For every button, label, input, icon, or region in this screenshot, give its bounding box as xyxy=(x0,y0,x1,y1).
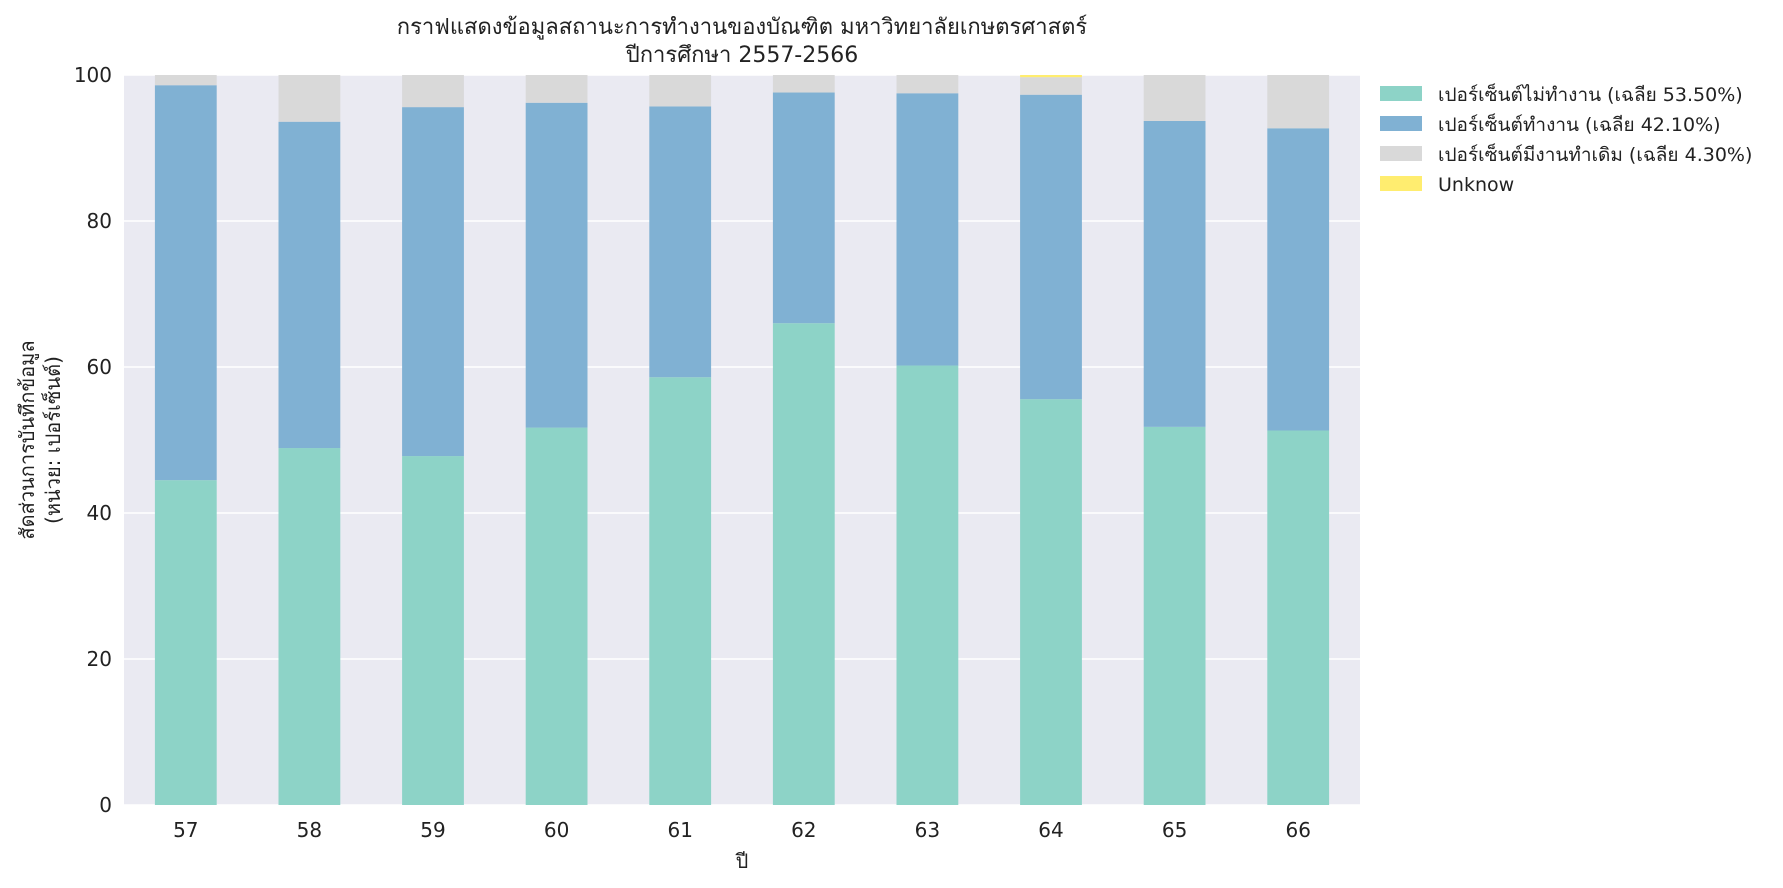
bar-segment-3-61 xyxy=(649,75,712,107)
bar-segment-1-65 xyxy=(1143,426,1206,805)
bar-segment-3-60 xyxy=(525,75,588,103)
chart-title: กราฟแสดงข้อมูลสถานะการทำงานของบัณฑิต มหา… xyxy=(397,15,1088,40)
bar-segment-1-64 xyxy=(1020,399,1082,805)
legend: เปอร์เซ็นต์ไม่ทำงาน (เฉลีย 53.50%) เปอร์เ… xyxy=(1380,82,1752,196)
x-tick-label: 65 xyxy=(1162,818,1187,842)
bar-segment-3-66 xyxy=(1267,75,1330,129)
bar-segment-3-62 xyxy=(772,75,835,93)
bar-segment-1-62 xyxy=(772,323,835,805)
y-tick-label: 60 xyxy=(87,355,112,379)
bar-segment-2-58 xyxy=(278,121,341,449)
bar-segment-1-58 xyxy=(278,448,341,805)
x-axis-ticks: 57 58 59 60 61 62 63 64 65 66 xyxy=(173,818,1311,842)
bar-segment-2-65 xyxy=(1143,120,1206,427)
y-axis-ticks: 0 20 40 60 80 100 xyxy=(74,63,112,817)
bar-segment-2-57 xyxy=(154,85,217,481)
x-tick-label: 61 xyxy=(667,818,692,842)
x-tick-label: 60 xyxy=(544,818,569,842)
x-tick-label: 62 xyxy=(791,818,816,842)
bar-segment-2-59 xyxy=(402,107,464,457)
x-axis-label: ปี xyxy=(735,849,748,873)
legend-label: เปอร์เซ็นต์ไม่ทำงาน (เฉลีย 53.50%) xyxy=(1438,82,1743,106)
bar-segment-2-66 xyxy=(1267,128,1330,431)
legend-swatch xyxy=(1380,176,1422,191)
legend-label: เปอร์เซ็นต์ทำงาน (เฉลีย 42.10%) xyxy=(1438,112,1721,136)
legend-label: เปอร์เซ็นต์มีงานทำเดิม (เฉลีย 4.30%) xyxy=(1438,142,1752,166)
bar-segment-3-58 xyxy=(278,75,341,122)
x-tick-label: 59 xyxy=(420,818,445,842)
bar-segment-1-61 xyxy=(649,377,712,805)
x-tick-label: 57 xyxy=(173,818,198,842)
bar-segment-3-57 xyxy=(154,75,217,86)
bar-segment-3-64 xyxy=(1020,77,1082,95)
bar-segment-1-59 xyxy=(402,456,464,805)
bar-segment-2-62 xyxy=(772,92,835,324)
legend-swatch xyxy=(1380,86,1422,101)
x-tick-label: 64 xyxy=(1038,818,1063,842)
bar-segment-3-63 xyxy=(896,75,959,94)
y-axis-label-line1: สัดส่วนการบันทึกข้อมูล xyxy=(15,340,40,539)
y-tick-label: 40 xyxy=(87,501,112,525)
legend-label: Unknow xyxy=(1438,174,1514,196)
x-tick-label: 63 xyxy=(915,818,940,842)
bar-segment-3-59 xyxy=(402,75,464,108)
y-tick-label: 0 xyxy=(99,793,112,817)
bar-segment-3-65 xyxy=(1143,75,1206,121)
y-axis-label-line2: (หน่วย: เปอร์เซ็นต์) xyxy=(40,356,65,524)
chart-subtitle: ปีการศึกษา 2557-2566 xyxy=(625,43,859,68)
bar-segment-2-61 xyxy=(649,106,712,378)
y-axis-label: สัดส่วนการบันทึกข้อมูล (หน่วย: เปอร์เซ็น… xyxy=(15,340,65,539)
y-tick-label: 80 xyxy=(87,209,112,233)
y-tick-label: 20 xyxy=(87,647,112,671)
y-tick-label: 100 xyxy=(74,63,112,87)
bar-segment-2-63 xyxy=(896,93,959,366)
bar-segment-1-57 xyxy=(154,480,217,805)
bar-segment-4-64 xyxy=(1020,75,1082,78)
x-tick-label: 58 xyxy=(297,818,322,842)
legend-swatch xyxy=(1380,116,1422,131)
legend-swatch xyxy=(1380,146,1422,161)
bar-segment-2-64 xyxy=(1020,94,1082,400)
bar-segment-2-60 xyxy=(525,102,588,428)
bar-segment-1-60 xyxy=(525,427,588,805)
bar-segment-1-66 xyxy=(1267,430,1330,805)
x-tick-label: 66 xyxy=(1285,818,1310,842)
bar-segment-1-63 xyxy=(896,365,959,805)
bars xyxy=(154,75,1330,805)
